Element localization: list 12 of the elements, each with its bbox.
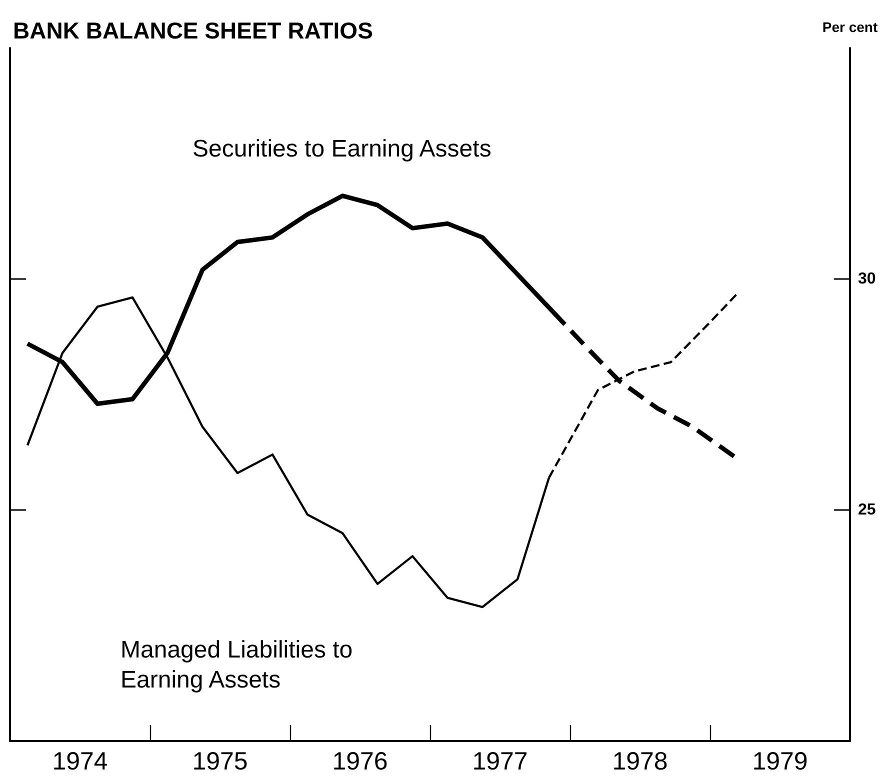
x-tick-label: 1978 [612,748,668,776]
chart-title: BANK BALANCE SHEET RATIOS [13,18,373,44]
y-axis-title: Per cent [822,19,878,35]
x-tick-label: 1977 [472,748,528,776]
x-tick-label: 1979 [752,748,808,776]
series-label: Securities to Earning Assets [192,135,492,162]
y-tick-label: 25 [858,502,876,518]
x-tick-label: 1975 [192,748,248,776]
y-tick-label: 30 [858,270,876,288]
text: Managed Liabilities to Earning Assets [120,636,353,694]
x-tick-label: 1976 [332,748,388,776]
x-tick-label: 1974 [52,748,108,776]
